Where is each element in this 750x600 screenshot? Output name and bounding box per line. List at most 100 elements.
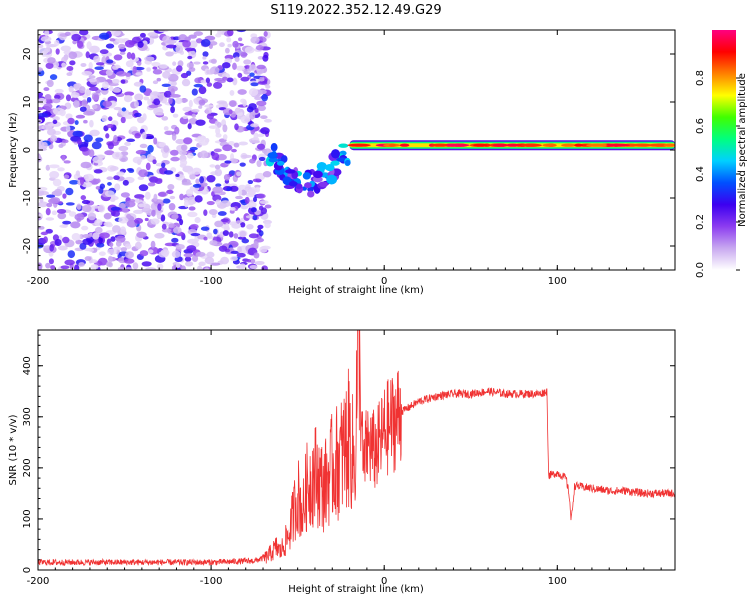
spectrogram-noise-cell	[109, 38, 116, 42]
spectrogram-noise-cell	[217, 30, 222, 36]
spectrogram-noise-cell	[247, 201, 257, 209]
spectrogram-noise-cell	[175, 97, 183, 104]
spectrogram-noise-cell	[88, 62, 93, 70]
figure-title: S119.2022.352.12.49.G29	[270, 3, 441, 18]
spectrogram-noise-cell	[189, 223, 199, 230]
spectrogram-noise-cell	[244, 46, 255, 54]
spectrogram-noise-cell	[214, 164, 221, 170]
spectrogram-noise-cell	[99, 49, 109, 55]
spectrogram-noise-cell	[256, 100, 267, 107]
spectrogram-transition-cell	[330, 160, 340, 166]
spectrogram-noise-cell	[40, 231, 49, 236]
spectrogram-transition-cell	[332, 168, 342, 176]
spectrogram-noise-cell	[152, 66, 158, 70]
spectrogram-noise-cell	[226, 30, 234, 37]
spectrogram-noise-cell	[103, 222, 109, 226]
spectrogram-noise-cell	[61, 62, 67, 68]
colorbar-tick-label: 0.8	[695, 70, 706, 86]
spectrogram-y-tick-label: 20	[22, 48, 33, 61]
spectrogram-noise-cell	[262, 171, 272, 178]
spectrogram-noise-cell	[256, 64, 266, 70]
spectrogram-noise-cell	[122, 179, 129, 186]
spectrogram-noise-cell	[162, 150, 169, 159]
spectrogram-noise-cell	[79, 146, 89, 152]
spectrogram-noise-cell	[228, 109, 233, 115]
spectrogram-noise-cell	[238, 188, 243, 197]
spectrogram-noise-cell	[217, 211, 227, 216]
spectrogram-noise-cell	[180, 72, 189, 79]
spectrogram-noise-cell	[111, 225, 121, 233]
spectrogram-noise-cell	[50, 135, 58, 142]
spectrogram-noise-cell	[38, 186, 48, 191]
spectrogram-noise-cell	[161, 162, 166, 168]
spectrogram-noise-cell	[209, 67, 215, 75]
spectrogram-signal-peak	[505, 143, 520, 147]
spectrogram-noise-cell	[141, 261, 152, 267]
spectrogram-noise-cell	[86, 96, 92, 103]
spectrogram-noise-cell	[79, 242, 87, 250]
spectrogram-noise-cell	[169, 195, 176, 200]
spectrogram-noise-cell	[232, 77, 238, 86]
spectrogram-noise-cell	[132, 66, 137, 74]
spectrogram-noise-cell	[94, 226, 103, 234]
spectrogram-signal-peak	[586, 143, 610, 147]
spectrogram-noise-cell	[216, 121, 222, 128]
spectrogram-noise-cell	[159, 64, 168, 69]
spectrogram-noise-cell	[219, 42, 225, 48]
spectrogram-noise-cell	[199, 150, 209, 159]
spectrogram-noise-cell	[109, 197, 116, 202]
spectrogram-transition-cell	[276, 160, 285, 166]
spectrogram-noise-cell	[162, 71, 171, 79]
spectrogram-noise-cell	[88, 78, 97, 83]
spectrogram-noise-cell	[161, 83, 171, 87]
spectrogram-noise-cell	[147, 144, 154, 153]
spectrogram-noise-cell	[136, 61, 142, 66]
spectrogram-noise-cell	[229, 206, 236, 211]
spectrogram-noise-cell	[261, 94, 268, 102]
spectrogram-noise-cell	[116, 38, 126, 44]
spectrogram-noise-cell	[94, 219, 103, 227]
spectrogram-noise-cell	[210, 58, 217, 64]
spectrogram-noise-cell	[64, 259, 75, 266]
spectrogram-noise-cell	[182, 106, 192, 112]
spectrogram-noise-cell	[120, 247, 128, 252]
spectrogram-signal-peak	[663, 143, 675, 147]
spectrogram-noise-cell	[184, 47, 196, 52]
spectrogram-noise-cell	[198, 140, 209, 146]
spectrogram-noise-cell	[164, 130, 174, 136]
spectrogram-noise-cell	[183, 199, 189, 208]
spectrogram-noise-cell	[134, 217, 144, 224]
spectrogram-noise-cell	[48, 258, 54, 265]
spectrogram-noise-cell	[224, 47, 230, 54]
spectrogram-noise-cell	[170, 106, 175, 114]
spectrogram-noise-cell	[258, 205, 264, 211]
spectrogram-noise-cell	[187, 211, 198, 218]
spectrogram-noise-cell	[124, 243, 132, 250]
spectrogram-noise-cell	[138, 203, 146, 208]
spectrogram-noise-cell	[224, 160, 232, 164]
spectrogram-noise-cell	[135, 72, 143, 76]
spectrogram-noise-cell	[83, 173, 95, 182]
spectrogram-noise-cell	[147, 98, 153, 106]
spectrogram-noise-cell	[208, 208, 218, 215]
snr-x-tick-label: -200	[27, 576, 50, 587]
spectrogram-signal-peak	[574, 143, 583, 147]
spectrogram-noise-cell	[46, 202, 53, 208]
spectrogram-noise-cell	[85, 51, 90, 59]
spectrogram-noise-cell	[61, 154, 66, 161]
snr-x-tick-label: -100	[200, 576, 223, 587]
spectrogram-transition-cell	[268, 157, 278, 163]
snr-x-tick-label: 100	[548, 576, 567, 587]
spectrogram-noise-cell	[113, 106, 122, 111]
spectrogram-noise-cell	[82, 238, 93, 245]
spectrogram-noise-cell	[184, 256, 192, 262]
spectrogram-noise-cell	[105, 69, 114, 76]
spectrogram-signal-peak	[399, 143, 410, 147]
spectrogram-noise-cell	[66, 72, 73, 77]
spectrogram-noise-cell	[109, 242, 114, 248]
spectrogram-noise-cell	[145, 267, 157, 270]
spectrogram-noise-cell	[134, 93, 144, 101]
spectrogram-noise-cell	[243, 65, 251, 69]
colorbar-tick-label: 0.4	[695, 166, 706, 182]
spectrogram-noise-cell	[91, 141, 102, 150]
